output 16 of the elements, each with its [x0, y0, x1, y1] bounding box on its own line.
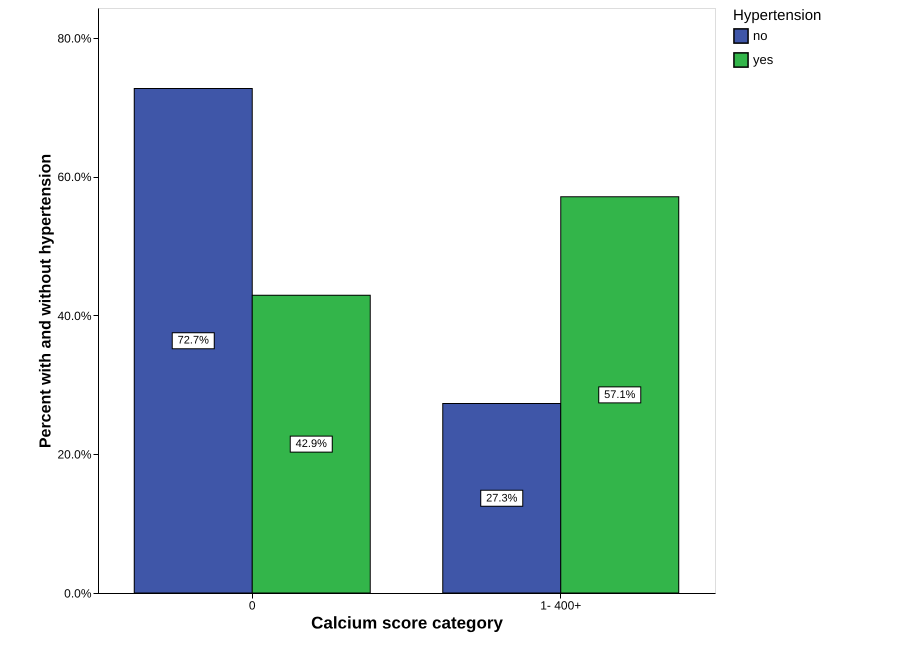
legend-title: Hypertension: [733, 7, 822, 24]
x-axis-title: Calcium score category: [311, 614, 504, 632]
y-tick-label: 60.0%: [57, 170, 92, 184]
legend-label: yes: [753, 52, 774, 67]
data-label: 57.1%: [604, 388, 636, 401]
data-label: 42.9%: [296, 438, 328, 450]
data-label: 72.7%: [178, 334, 210, 347]
x-tick-label: 1- 400+: [540, 598, 582, 612]
y-tick-label: 80.0%: [57, 31, 92, 46]
data-label: 27.3%: [486, 492, 518, 504]
y-tick-label: 40.0%: [57, 308, 92, 323]
y-axis-title: Percent with and without hypertension: [37, 154, 54, 448]
x-tick-label: 0: [248, 598, 256, 612]
y-tick-label: 20.0%: [57, 448, 92, 462]
legend-label: no: [753, 28, 768, 43]
y-tick-label: 0.0%: [64, 586, 92, 600]
